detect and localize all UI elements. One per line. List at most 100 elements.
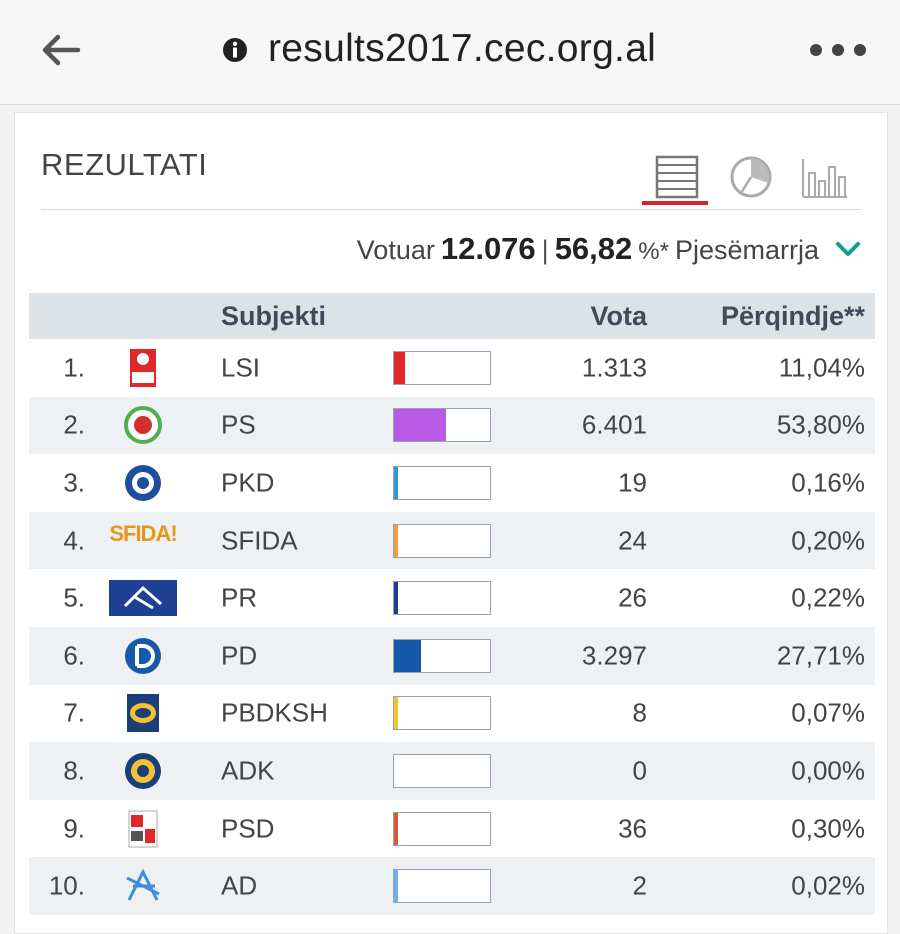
- share-bar: [393, 638, 491, 673]
- vote-count: 3.297: [581, 640, 647, 671]
- vote-count: 19: [618, 467, 647, 498]
- vote-count: 1.313: [581, 352, 647, 383]
- ad-logo-icon: [126, 868, 160, 901]
- table-row[interactable]: 3. PKD 19 0,16%: [29, 454, 875, 512]
- vote-count: 6.401: [581, 409, 647, 440]
- participation-suffix: %*: [638, 238, 669, 265]
- votuar-value: 12.076: [440, 231, 536, 266]
- divider: [41, 209, 861, 210]
- share-bar: [393, 811, 491, 846]
- party-logo: SFIDA!: [107, 521, 179, 561]
- results-table-body: 1. LSI 1.313 11,04% 2. PS 6.401 53,80% 3. PKD 19 0,…: [29, 339, 875, 915]
- party-logo: [107, 348, 179, 388]
- vote-percent: 0,30%: [791, 813, 865, 844]
- table-row[interactable]: 2. PS 6.401 53,80%: [29, 396, 875, 455]
- participation-label: Pjesëmarrja: [674, 235, 819, 265]
- table-row[interactable]: 9. PSD 36 0,30%: [29, 800, 875, 858]
- vote-percent: 53,80%: [776, 409, 865, 440]
- party-name: LSI: [221, 352, 261, 383]
- lsi-logo-icon: [130, 348, 156, 387]
- results-panel: REZULTATI Votuar 12.076 | 56,82 %* Pjesëm…: [14, 112, 888, 934]
- vote-percent: 0,20%: [791, 525, 865, 556]
- header-subject[interactable]: Subjekti: [221, 301, 327, 331]
- vote-percent: 27,71%: [776, 640, 865, 671]
- header-votes[interactable]: Vota: [590, 301, 647, 331]
- share-bar: [393, 696, 491, 731]
- row-rank: 9.: [63, 813, 85, 844]
- row-rank: 8.: [63, 755, 85, 786]
- share-bar-fill: [394, 639, 421, 672]
- share-bar: [393, 581, 491, 616]
- table-row[interactable]: 10. AD 2 0,02%: [29, 857, 875, 915]
- votuar-label: Votuar: [356, 235, 435, 265]
- party-name: AD: [221, 870, 258, 901]
- active-view-indicator: [642, 201, 708, 205]
- party-name: PS: [221, 409, 256, 440]
- party-name: ADK: [221, 755, 275, 786]
- address-bar-url[interactable]: results2017.cec.org.al: [268, 27, 657, 70]
- share-bar: [393, 408, 491, 443]
- vote-percent: 11,04%: [778, 352, 865, 383]
- row-rank: 3.: [63, 467, 85, 498]
- bar-chart-icon[interactable]: [799, 153, 849, 201]
- table-view-icon[interactable]: [651, 153, 703, 201]
- party-logo: [107, 636, 179, 676]
- party-name: PKD: [221, 467, 275, 498]
- share-bar: [393, 753, 491, 788]
- party-name: PBDKSH: [221, 697, 328, 728]
- row-rank: 2.: [63, 409, 85, 440]
- row-rank: 7.: [63, 697, 85, 728]
- turnout-summary: Votuar 12.076 | 56,82 %* Pjesëmarrja: [357, 231, 861, 267]
- row-rank: 10.: [48, 870, 85, 901]
- vote-count: 8: [632, 697, 647, 728]
- arrow-left-icon[interactable]: [38, 28, 82, 72]
- party-logo: [107, 866, 179, 906]
- party-logo: [107, 578, 179, 618]
- table-row[interactable]: 8. ADK 0 0,00%: [29, 742, 875, 800]
- share-bar-fill: [394, 466, 398, 499]
- vote-count: 2: [632, 870, 647, 901]
- share-bar: [393, 465, 491, 500]
- share-bar-fill: [394, 351, 405, 384]
- pie-chart-icon[interactable]: [727, 153, 775, 201]
- share-bar-fill: [394, 812, 398, 845]
- vote-count: 26: [618, 582, 647, 613]
- adk-logo-icon: [125, 752, 161, 789]
- table-row[interactable]: 1. LSI 1.313 11,04%: [29, 339, 875, 397]
- share-bar: [393, 350, 491, 385]
- summary-separator: |: [541, 235, 549, 265]
- chevron-down-icon[interactable]: [835, 240, 861, 258]
- participation-value: 56,82: [554, 231, 633, 266]
- row-rank: 1.: [63, 352, 85, 383]
- party-name: PSD: [221, 813, 275, 844]
- table-header: Subjekti Vota Përqindje**: [29, 293, 875, 339]
- table-row[interactable]: 5. PR 26 0,22%: [29, 569, 875, 627]
- table-row[interactable]: 4. SFIDA! SFIDA 24 0,20%: [29, 511, 875, 570]
- vote-count: 0: [632, 755, 647, 786]
- party-logo: [107, 751, 179, 791]
- browser-toolbar: results2017.cec.org.al: [0, 0, 900, 105]
- pkd-logo-icon: [125, 464, 161, 501]
- row-rank: 4.: [63, 525, 85, 556]
- party-name: PD: [221, 640, 258, 671]
- ps-logo-icon: [124, 406, 162, 445]
- vote-count: 24: [618, 525, 647, 556]
- party-logo: [107, 693, 179, 733]
- share-bar: [393, 523, 491, 558]
- party-name: PR: [221, 582, 258, 613]
- psd-logo-icon: [128, 810, 158, 848]
- vote-percent: 0,00%: [791, 755, 865, 786]
- pd-logo-icon: [125, 637, 161, 674]
- sfida-logo-text: SFIDA!: [109, 520, 177, 546]
- row-rank: 6.: [63, 640, 85, 671]
- table-row[interactable]: 6. PD 3.297 27,71%: [29, 626, 875, 685]
- table-row[interactable]: 7. PBDKSH 8 0,07%: [29, 685, 875, 743]
- row-rank: 5.: [63, 582, 85, 613]
- share-bar: [393, 869, 491, 904]
- more-dots-icon[interactable]: [808, 40, 868, 60]
- header-percent[interactable]: Përqindje**: [720, 301, 865, 331]
- info-icon[interactable]: [222, 37, 248, 63]
- party-logo: [107, 405, 179, 445]
- vote-percent: 0,22%: [791, 582, 865, 613]
- party-logo: [107, 463, 179, 503]
